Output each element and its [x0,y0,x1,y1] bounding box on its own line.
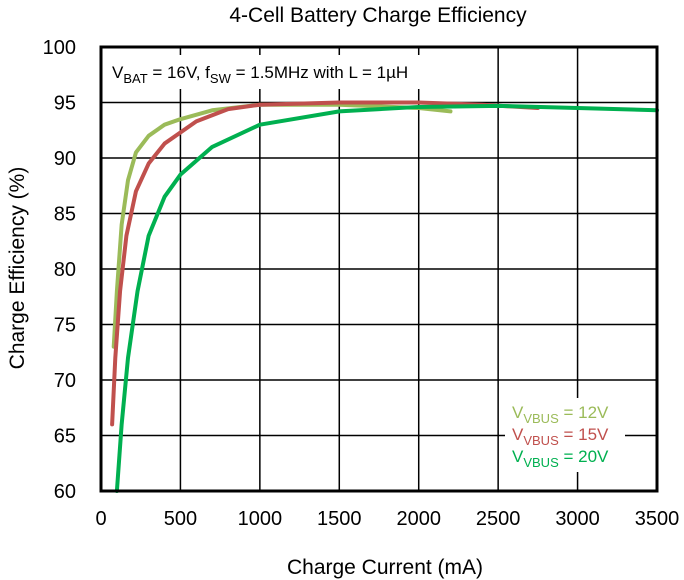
annotation: VBAT = 16V, fSW = 1.5MHz with L = 1µH [112,63,408,86]
x-tick-label: 3500 [635,508,680,530]
x-tick-label: 2000 [396,508,441,530]
y-tick-label: 70 [54,370,76,392]
tick-labels: 0 500 1000 1500 2000 2500 3000 3500 60 65 70 75 80 85… [43,37,680,530]
y-axis-label: Charge Efficiency (%) [6,167,29,370]
x-axis-label: Charge Current (mA) [287,556,483,579]
legend-background [505,398,625,472]
annotation-background [106,55,476,89]
chart-title: 4-Cell Battery Charge Efficiency [229,4,527,27]
y-tick-label: 60 [54,481,76,503]
series-lines [110,100,659,493]
y-tick-label: 85 [54,204,76,226]
y-tick-label: 90 [54,148,76,170]
legend-entry-1: VVBUS = 15V [512,425,609,448]
series-line-0 [111,102,453,349]
y-tick-label: 80 [54,259,76,281]
series-line-2 [114,103,659,493]
x-tick-label: 1500 [317,508,362,530]
y-tick-label: 95 [54,93,76,115]
x-tick-label: 0 [95,508,106,530]
x-tick-label: 500 [164,508,197,530]
series-line-1 [110,100,540,427]
legend-entry-2: VVBUS = 20V [512,447,609,470]
y-tick-label: 65 [54,426,76,448]
x-tick-label: 3000 [555,508,600,530]
plot-frame [99,45,659,493]
x-tick-label: 1000 [238,508,283,530]
x-tick-label: 2500 [476,508,521,530]
y-tick-label: 100 [43,37,76,59]
legend-entry-0: VVBUS = 12V [512,403,609,426]
y-tick-label: 75 [54,315,76,337]
